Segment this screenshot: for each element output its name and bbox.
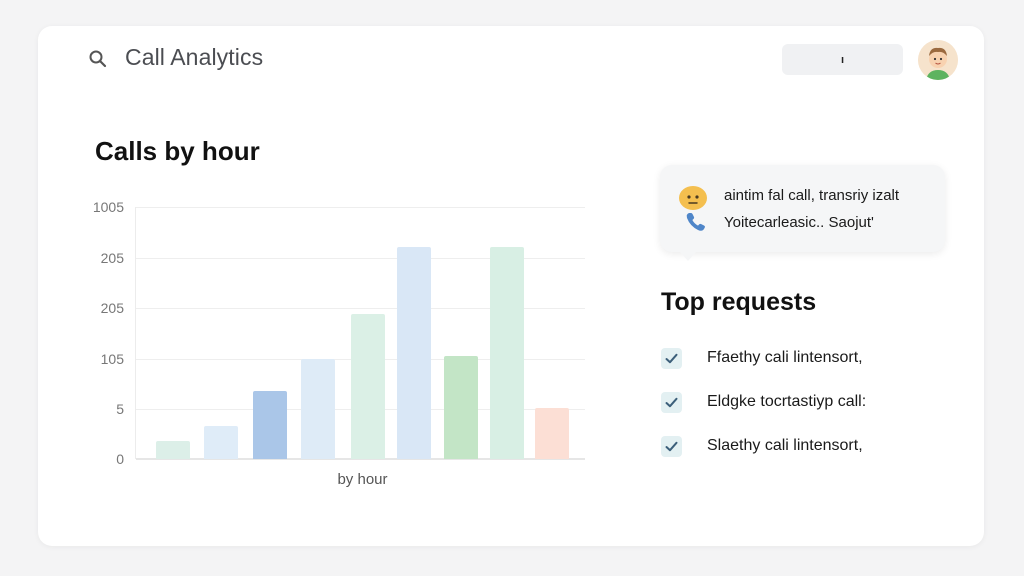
request-label: Ffaethy cali lintensort, <box>707 349 863 366</box>
x-axis-label: by hour <box>337 471 388 488</box>
bar-1 <box>156 441 190 459</box>
bar-chart-plot <box>135 207 585 460</box>
request-item[interactable]: Ffaethy cali lintensort, <box>661 346 863 370</box>
bar-7 <box>444 356 478 459</box>
avatar[interactable] <box>918 40 958 80</box>
phone-icon <box>686 213 705 231</box>
checkbox-checked[interactable] <box>661 435 682 457</box>
gridline <box>136 258 585 259</box>
header-action-label: ı <box>840 53 845 66</box>
call-transcript-bubble: aintim fal call, transriy izalt Yoitecar… <box>660 165 945 261</box>
bar-5 <box>351 314 385 459</box>
neutral-face-icon <box>679 186 707 210</box>
header-action-button[interactable]: ı <box>782 44 903 75</box>
bar-3 <box>253 391 287 459</box>
app-title: Call Analytics <box>125 44 264 70</box>
checkbox-checked[interactable] <box>661 347 682 369</box>
bar-9 <box>535 408 569 459</box>
checkbox-checked[interactable] <box>661 391 682 413</box>
bubble-tail <box>680 252 696 261</box>
checkmark-icon <box>665 353 678 363</box>
bar-2 <box>204 426 238 459</box>
checkmark-icon <box>665 441 678 451</box>
y-tick-label: 1005 <box>92 199 124 215</box>
request-item[interactable]: Eldgke tocrtastiyp call: <box>661 390 866 414</box>
gridline <box>136 207 585 208</box>
checkmark-icon <box>665 397 678 407</box>
y-tick-label: 205 <box>100 250 124 266</box>
bar-6 <box>397 247 431 459</box>
y-tick-label: 205 <box>100 300 124 316</box>
gridline <box>136 308 585 309</box>
y-tick-label: 105 <box>100 351 124 367</box>
bar-8 <box>490 247 524 459</box>
request-label: Slaethy cali lintensort, <box>707 437 863 454</box>
chart-title: Calls by hour <box>95 136 260 166</box>
request-item[interactable]: Slaethy cali lintensort, <box>661 434 863 458</box>
transcript-line-2: Yoitecarleasic.. Saojut' <box>724 214 874 231</box>
y-tick-label: 0 <box>116 451 124 467</box>
top-requests-title: Top requests <box>661 288 817 316</box>
y-tick-label: 5 <box>116 401 124 417</box>
bar-4 <box>301 359 335 459</box>
search-icon[interactable] <box>88 49 108 69</box>
transcript-line-1: aintim fal call, transriy izalt <box>724 187 900 204</box>
x-axis-baseline <box>136 458 585 460</box>
user-avatar-icon <box>918 40 958 80</box>
request-label: Eldgke tocrtastiyp call: <box>707 393 867 410</box>
